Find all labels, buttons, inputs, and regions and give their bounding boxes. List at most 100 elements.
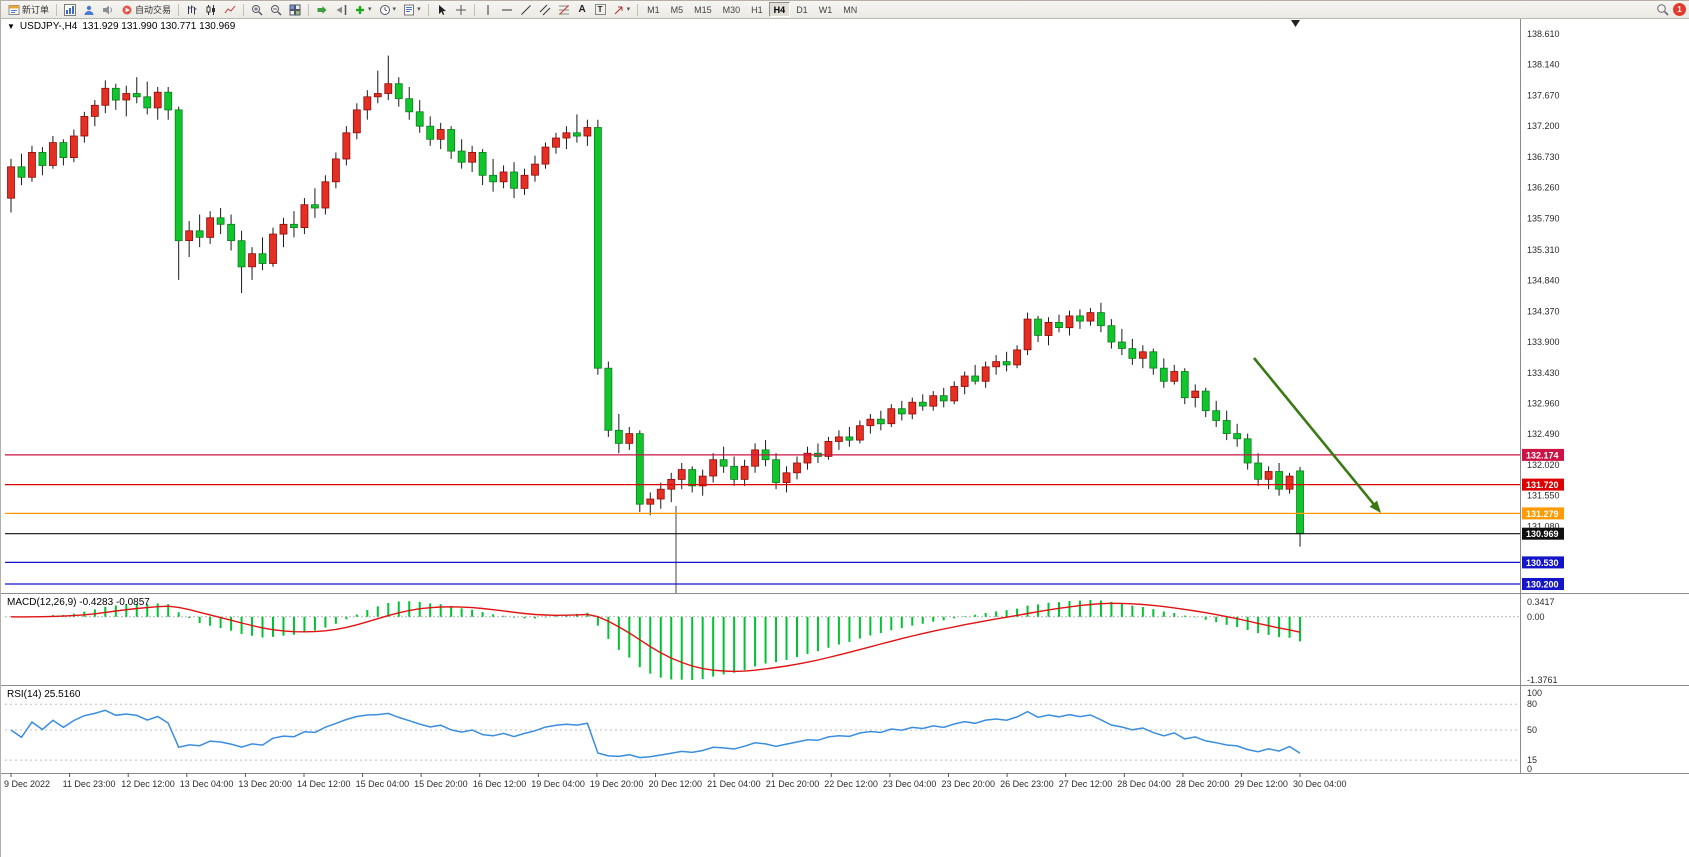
time-axis-label[interactable]: 19 Dec 04:00 [531, 779, 585, 789]
price-axis-label[interactable]: 134.840 [1527, 276, 1560, 286]
line-chart-button[interactable] [221, 2, 239, 18]
candle-body [248, 253, 256, 268]
timeframe-button-m5[interactable]: M5 [666, 2, 689, 17]
candle-body [552, 137, 560, 148]
time-axis-label[interactable]: 11 Dec 23:00 [63, 779, 116, 789]
price-axis-label[interactable]: 131.080 [1527, 521, 1560, 531]
time-axis-label[interactable]: 29 Dec 12:00 [1234, 779, 1288, 789]
indicators-button[interactable]: ▾ [351, 2, 375, 18]
price-axis-label[interactable]: 133.430 [1527, 368, 1560, 378]
time-axis-label[interactable]: 21 Dec 20:00 [766, 779, 820, 789]
price-axis-label[interactable]: 132.020 [1527, 460, 1560, 470]
time-axis-label[interactable]: 16 Dec 12:00 [473, 779, 527, 789]
candle-body [1243, 438, 1252, 464]
candle-body [1149, 351, 1158, 369]
zoom-in-button[interactable] [248, 2, 266, 18]
crosshair-icon [455, 4, 466, 15]
time-axis-label[interactable]: 30 Dec 04:00 [1293, 779, 1347, 789]
auto-scroll-icon [317, 5, 327, 14]
time-axis-label[interactable]: 23 Dec 04:00 [883, 779, 937, 789]
cursor-button[interactable] [433, 2, 451, 18]
tile-windows-button[interactable] [286, 2, 304, 18]
timeframe-button-h4[interactable]: H4 [768, 2, 791, 17]
price-axis-label[interactable]: 133.900 [1527, 337, 1560, 347]
notification-badge[interactable]: 1 [1673, 3, 1686, 16]
time-axis-label[interactable]: 27 Dec 12:00 [1059, 779, 1113, 789]
timeframe-button-m30[interactable]: M30 [718, 2, 746, 17]
candlestick-chart-button[interactable] [202, 2, 220, 18]
candle-body [573, 132, 581, 137]
arrows-tool-icon [614, 6, 623, 14]
fibonacci-button[interactable] [555, 2, 573, 18]
crosshair-button[interactable] [452, 2, 470, 18]
time-axis-label[interactable]: 20 Dec 12:00 [649, 779, 703, 789]
time-axis-label[interactable]: 23 Dec 20:00 [942, 779, 996, 789]
price-axis-label[interactable]: 131.550 [1527, 491, 1560, 501]
price-axis-label[interactable]: 132.960 [1527, 398, 1560, 408]
time-axis-label[interactable]: 13 Dec 04:00 [180, 779, 234, 789]
time-axis-label[interactable]: 21 Dec 04:00 [707, 779, 761, 789]
templates-button[interactable]: ▾ [400, 2, 424, 18]
time-axis-label[interactable]: 13 Dec 20:00 [238, 779, 292, 789]
timeframe-button-m1[interactable]: M1 [642, 2, 665, 17]
time-axis-label[interactable]: 28 Dec 04:00 [1117, 779, 1171, 789]
chart-shift-marker[interactable] [1291, 20, 1300, 27]
candle-body [1296, 470, 1304, 535]
price-axis-label[interactable]: 138.140 [1527, 60, 1560, 70]
timeframe-button-mn[interactable]: MN [838, 2, 862, 17]
timeframe-button-d1[interactable]: D1 [791, 2, 813, 17]
auto-trading-button[interactable]: 自动交易 [118, 2, 174, 18]
trend-arrow-line[interactable] [1252, 357, 1379, 510]
time-axis-label[interactable]: 14 Dec 12:00 [297, 779, 351, 789]
time-axis-label[interactable]: 22 Dec 12:00 [824, 779, 878, 789]
chart-window-button[interactable] [61, 2, 79, 18]
arrows-button[interactable]: ▾ [610, 2, 634, 18]
price-axis-label[interactable]: 135.310 [1527, 245, 1560, 255]
new-order-button[interactable]: 新订单 [5, 2, 52, 18]
time-axis-label[interactable]: 15 Dec 04:00 [356, 779, 410, 789]
price-axis-label[interactable]: 138.610 [1527, 29, 1560, 39]
candle-body [90, 104, 99, 117]
profile-button[interactable] [80, 2, 98, 18]
candle-body [897, 408, 906, 415]
zoom-out-button[interactable] [267, 2, 285, 18]
price-axis-label[interactable]: 132.490 [1527, 429, 1560, 439]
candle-body [69, 135, 78, 159]
candle-body [929, 395, 938, 407]
candle-body [646, 498, 655, 505]
text-button[interactable]: A [574, 2, 591, 18]
horizontal-line-button[interactable] [498, 2, 516, 18]
time-axis-label[interactable]: 15 Dec 20:00 [414, 779, 468, 789]
price-axis-label[interactable]: 137.670 [1527, 90, 1560, 100]
timeframe-button-h1[interactable]: H1 [746, 2, 768, 17]
timeframe-button-w1[interactable]: W1 [814, 2, 838, 17]
candle-body [1233, 433, 1242, 440]
price-axis-label[interactable]: 136.730 [1527, 152, 1560, 162]
candle-body [384, 83, 393, 94]
vertical-line-button[interactable] [479, 2, 497, 18]
auto-scroll-button[interactable] [313, 2, 331, 18]
price-axis-label[interactable]: 137.200 [1527, 121, 1560, 131]
search-button[interactable] [1653, 2, 1672, 18]
toolbar-separator [178, 3, 180, 16]
time-axis-label[interactable]: 28 Dec 20:00 [1176, 779, 1230, 789]
chart-dropdown-icon[interactable]: ▼ [7, 22, 15, 31]
candle-body [918, 401, 927, 407]
periods-button[interactable]: ▾ [376, 2, 400, 18]
sound-button[interactable] [99, 2, 117, 18]
price-axis-label[interactable]: 136.260 [1527, 183, 1560, 193]
time-axis-label[interactable]: 26 Dec 23:00 [1000, 779, 1054, 789]
chart-shift-button[interactable] [332, 2, 350, 18]
bar-chart-button[interactable] [183, 2, 201, 18]
time-axis-label[interactable]: 9 Dec 2022 [4, 779, 50, 789]
time-axis-label[interactable]: 12 Dec 12:00 [121, 779, 175, 789]
text-label-button[interactable]: T [592, 2, 609, 18]
time-axis-label[interactable]: 19 Dec 20:00 [590, 779, 644, 789]
channel-button[interactable] [536, 2, 554, 18]
price-axis-label[interactable]: 135.790 [1527, 213, 1560, 223]
price-axis-label[interactable]: 134.370 [1527, 306, 1560, 316]
timeframe-button-m15[interactable]: M15 [689, 2, 717, 17]
candlestick-chart-icon [206, 4, 216, 15]
trendline-button[interactable] [517, 2, 535, 18]
